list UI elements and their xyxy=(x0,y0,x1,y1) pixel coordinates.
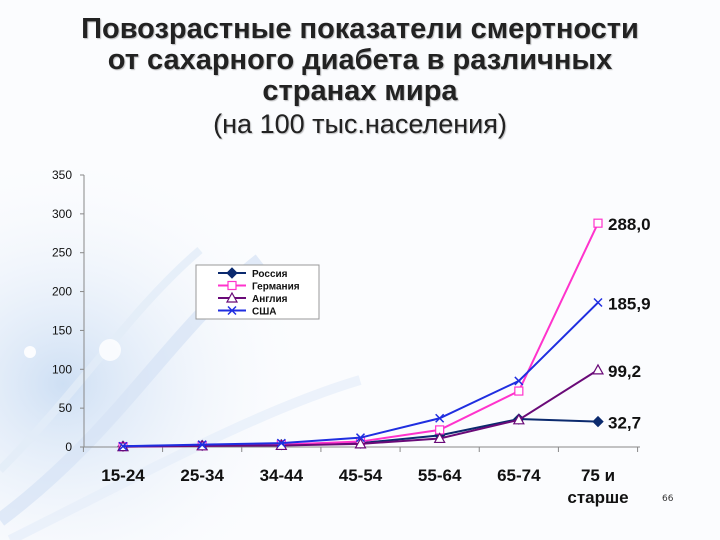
data-point xyxy=(591,363,605,375)
data-point xyxy=(514,386,524,396)
series-line-3 xyxy=(122,301,599,448)
legend-marker xyxy=(227,305,237,316)
y-tick-label: 50 xyxy=(59,401,73,415)
y-tick-label: 100 xyxy=(52,362,72,376)
data-point xyxy=(593,218,603,228)
data-label: 185,9 xyxy=(608,295,651,314)
x-tick-label: 25-34 xyxy=(180,466,224,485)
legend-label: США xyxy=(252,307,277,318)
title-line-2: от сахарного диабета в различных xyxy=(107,44,613,76)
data-label: 288,0 xyxy=(608,215,651,234)
y-tick-label: 150 xyxy=(52,323,72,337)
data-label: 99,2 xyxy=(608,362,641,381)
y-tick-label: 300 xyxy=(52,207,72,221)
data-point xyxy=(355,433,366,443)
data-point xyxy=(592,415,604,428)
data-point xyxy=(354,437,367,449)
legend-marker xyxy=(226,267,238,279)
legend-label: Россия xyxy=(252,269,288,280)
slide-subtitle: (на 100 тыс.населения) xyxy=(213,109,507,139)
series-line-1 xyxy=(122,222,599,448)
data-point xyxy=(514,376,524,386)
data-point xyxy=(197,440,207,450)
x-tick-label: старше xyxy=(567,488,628,507)
data-point xyxy=(593,297,603,308)
title-line-3: странах мира xyxy=(262,75,458,107)
y-tick-label: 250 xyxy=(52,246,72,260)
x-tick-label: 75 и xyxy=(581,466,615,485)
legend-marker xyxy=(227,280,237,291)
slide-title: Повозрастные показатели смертности от са… xyxy=(0,14,720,107)
x-tick-label: 65-74 xyxy=(497,466,541,485)
x-tick-label: 34-44 xyxy=(260,466,304,485)
slide-number: 66 xyxy=(662,494,674,504)
x-tick-label: 45-54 xyxy=(339,466,383,485)
data-point xyxy=(433,432,446,444)
y-tick-label: 350 xyxy=(52,168,72,182)
data-point xyxy=(276,438,286,448)
y-tick-label: 0 xyxy=(65,440,72,454)
legend-marker xyxy=(225,291,239,303)
x-tick-label: 55-64 xyxy=(418,466,462,485)
data-point xyxy=(118,441,128,451)
legend-label: Германия xyxy=(252,282,300,293)
legend-label: Англия xyxy=(252,294,288,305)
series-line-2 xyxy=(122,369,599,448)
title-line-1: Повозрастные показатели смертности xyxy=(81,13,639,45)
data-label: 32,7 xyxy=(608,414,641,433)
legend xyxy=(195,264,320,320)
data-point xyxy=(435,413,445,423)
y-tick-label: 200 xyxy=(52,285,72,299)
data-point xyxy=(512,413,525,425)
x-tick-label: 15-24 xyxy=(101,466,145,485)
